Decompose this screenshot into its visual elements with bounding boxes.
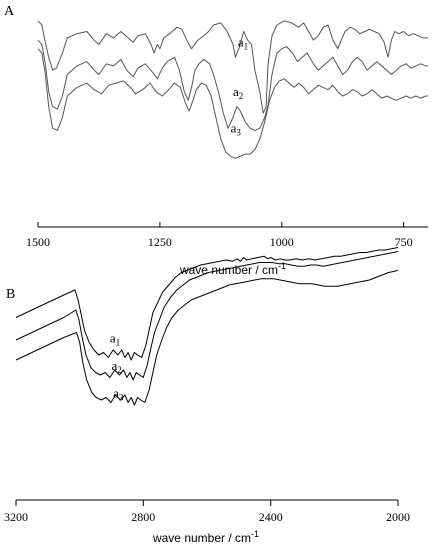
panel-a-x-axis-title: wave number / cm-1 bbox=[179, 261, 286, 277]
panel-a-curve-label-2: a2 bbox=[233, 84, 243, 101]
panel-b-curve-3 bbox=[15, 269, 399, 406]
panel-b-tick-label-3: 2400 bbox=[259, 510, 283, 524]
panel-a-tick-label-2: 1250 bbox=[148, 235, 172, 249]
panel-a-ticks: 1500 1250 1000 750 bbox=[26, 222, 413, 249]
panel-a-tick-label-3: 1000 bbox=[270, 235, 294, 249]
panel-a-curve-labels: a1 a2 a3 bbox=[231, 35, 249, 138]
panel-a-tick-label-4: 750 bbox=[395, 235, 413, 249]
panel-a-curve-1 bbox=[37, 20, 428, 114]
panel-b-x-axis-title: wave number / cm-1 bbox=[152, 529, 259, 545]
panel-b-curve-2 bbox=[15, 250, 399, 381]
panel-b-curve-label-2: a2 bbox=[112, 358, 122, 375]
panel-a-curve-2 bbox=[37, 39, 428, 131]
panel-b-curve-label-3: a3 bbox=[113, 386, 124, 403]
panel-a-curves bbox=[37, 20, 428, 159]
panel-b-curve-1 bbox=[15, 247, 399, 361]
panel-b-ticks: 3200 2800 2400 2000 bbox=[4, 500, 410, 524]
panel-a: A a1 a2 a3 1500 1250 1000 750 wave number / c… bbox=[4, 4, 428, 277]
panel-a-curve-label-1: a1 bbox=[238, 35, 248, 52]
panel-b-curve-labels: a1 a2 a3 bbox=[110, 331, 124, 403]
panel-b-label: B bbox=[6, 287, 15, 302]
panel-b-curves bbox=[15, 247, 399, 406]
panel-a-curve-3 bbox=[37, 48, 428, 159]
panel-b-tick-label-2: 2800 bbox=[131, 510, 155, 524]
panel-a-label: A bbox=[4, 4, 15, 19]
panel-a-curve-label-3: a3 bbox=[231, 121, 242, 138]
panel-b-tick-label-1: 3200 bbox=[4, 510, 28, 524]
panel-b-curve-label-1: a1 bbox=[110, 331, 120, 348]
panel-a-tick-label-1: 1500 bbox=[26, 235, 50, 249]
panel-b: B a1 a2 a3 3200 2800 2400 2000 wave number / … bbox=[4, 247, 410, 545]
panel-b-tick-label-4: 2000 bbox=[386, 510, 410, 524]
